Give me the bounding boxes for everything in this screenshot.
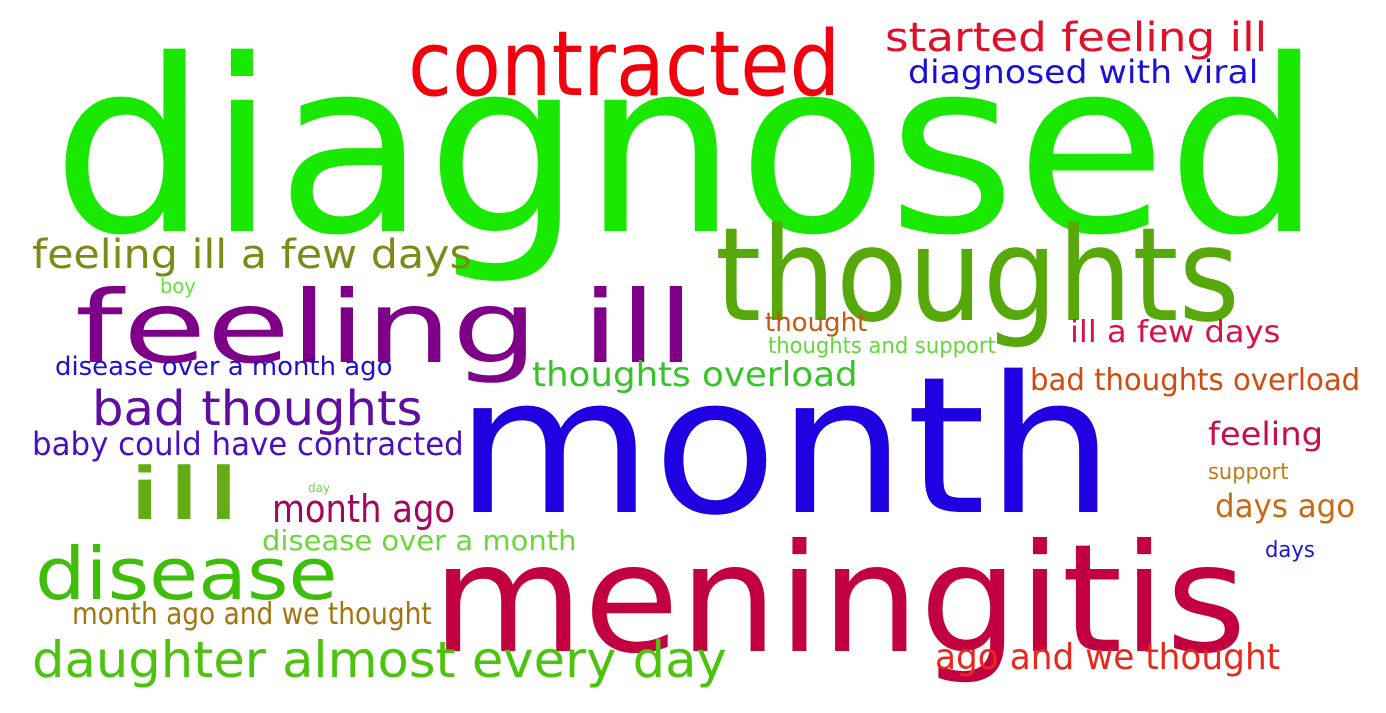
word-days-ago: days ago [1215, 487, 1356, 525]
word-disease: disease [35, 532, 338, 616]
word-diagnosed: diagnosed [52, 8, 1323, 288]
word-feeling-ill-a-few-days: feeling ill a few days [32, 232, 472, 278]
word-feeling-ill: feeling ill [75, 269, 695, 386]
word-feeling: feeling [1208, 415, 1324, 453]
word-days: days [1265, 538, 1315, 563]
word-ill-a-few-days: ill a few days [1070, 315, 1281, 350]
word-ill: ill [125, 452, 244, 536]
word-bad-thoughts: bad thoughts [92, 381, 423, 437]
word-diagnosed-with-viral: diagnosed with viral [908, 53, 1259, 91]
word-contracted: contracted [408, 12, 841, 117]
word-support: support [1208, 460, 1289, 485]
word-month-ago-and-we-thought: month ago and we thought [72, 597, 432, 632]
word-ago-and-we-thought: ago and we thought [935, 637, 1281, 678]
word-disease-over-a-month: disease over a month [262, 524, 577, 557]
word-bad-thoughts-overload: bad thoughts overload [1030, 363, 1361, 398]
word-daughter-almost-every-day: daughter almost every day [32, 631, 727, 689]
word-thoughts: thoughts [715, 199, 1240, 351]
word-started-feeling-ill: started feeling ill [885, 15, 1268, 61]
word-thoughts-and-support: thoughts and support [768, 334, 996, 359]
word-day: day [308, 481, 331, 495]
word-month: month [455, 336, 1115, 557]
word-thoughts-overload: thoughts overload [532, 355, 858, 395]
word-meningitis: meningitis [432, 513, 1247, 687]
word-thought: thought [765, 308, 868, 338]
word-disease-over-a-month-ago: disease over a month ago [55, 352, 393, 382]
word-month-ago: month ago [272, 487, 456, 531]
word-baby-could-have-contracted: baby could have contracted [32, 425, 464, 463]
word-boy: boy [160, 274, 196, 298]
